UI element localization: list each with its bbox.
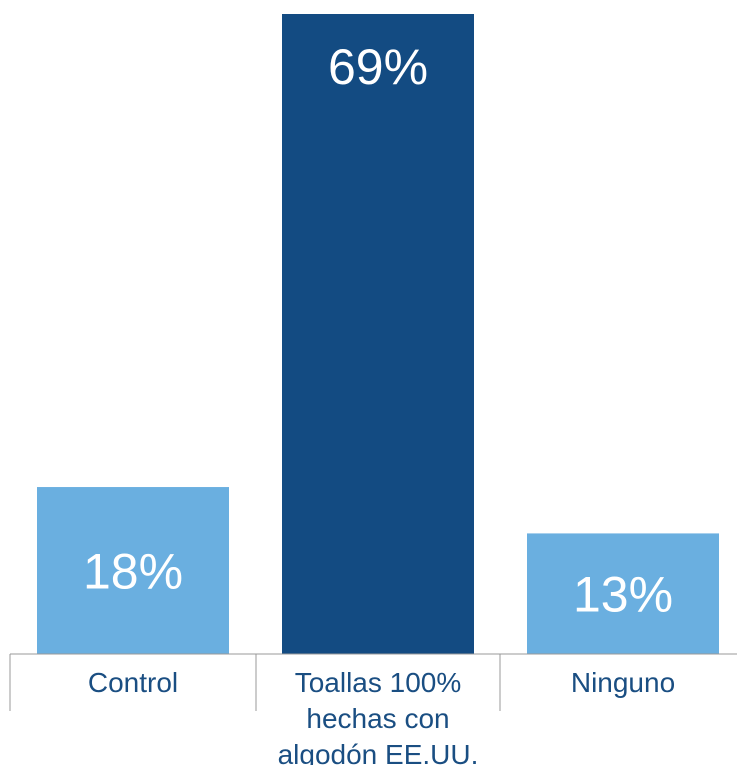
category-label-2: Ninguno <box>571 667 675 698</box>
category-label-line: Control <box>88 667 178 698</box>
bar-value-label-2: 13% <box>573 567 673 623</box>
bar-2 <box>527 533 719 654</box>
category-label-line: algodón EE.UU. <box>278 739 479 765</box>
bar-value-label-1: 69% <box>328 39 428 95</box>
bar-1 <box>282 14 474 654</box>
category-label-line: hechas con <box>306 703 449 734</box>
bar-0 <box>37 487 229 654</box>
category-label-1: Toallas 100% hechas con algodón EE.UU. <box>278 667 479 765</box>
category-label-line: Ninguno <box>571 667 675 698</box>
bar-value-label-0: 18% <box>83 544 183 600</box>
category-label-0: Control <box>88 667 178 698</box>
category-label-line: Toallas 100% <box>295 667 462 698</box>
